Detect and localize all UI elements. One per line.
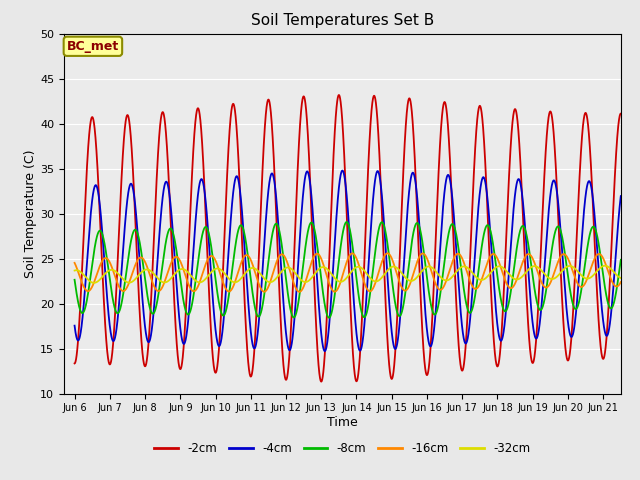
-8cm	[600, 280, 608, 286]
-8cm	[343, 219, 351, 225]
-8cm	[71, 277, 79, 283]
-16cm	[383, 251, 391, 256]
-4cm	[71, 323, 79, 328]
-4cm	[600, 326, 608, 332]
Line: -32cm: -32cm	[75, 266, 621, 283]
-2cm	[468, 220, 476, 226]
Y-axis label: Soil Temperature (C): Soil Temperature (C)	[24, 149, 37, 278]
-16cm	[305, 269, 312, 275]
-32cm	[600, 263, 608, 269]
-2cm	[317, 379, 325, 384]
-8cm	[617, 257, 625, 263]
-4cm	[321, 348, 329, 354]
Title: Soil Temperatures Set B: Soil Temperatures Set B	[251, 13, 434, 28]
-2cm	[330, 139, 338, 144]
-32cm	[300, 279, 308, 285]
-4cm	[339, 168, 346, 173]
-2cm	[617, 111, 625, 117]
-4cm	[468, 298, 476, 304]
-16cm	[300, 282, 308, 288]
-2cm	[573, 226, 581, 232]
-8cm	[300, 255, 308, 261]
-4cm	[330, 248, 338, 253]
Line: -16cm: -16cm	[75, 253, 621, 292]
-16cm	[617, 279, 625, 285]
Legend: -2cm, -4cm, -8cm, -16cm, -32cm: -2cm, -4cm, -8cm, -16cm, -32cm	[150, 437, 535, 460]
-16cm	[330, 289, 338, 295]
-2cm	[71, 360, 79, 366]
-4cm	[305, 171, 312, 177]
Line: -4cm: -4cm	[75, 170, 621, 351]
-32cm	[330, 275, 338, 280]
-32cm	[90, 280, 98, 286]
Text: BC_met: BC_met	[67, 40, 119, 53]
-16cm	[573, 280, 581, 286]
-16cm	[296, 289, 303, 295]
-8cm	[573, 305, 581, 311]
-32cm	[468, 269, 476, 275]
-2cm	[300, 94, 308, 99]
-4cm	[617, 193, 625, 199]
Line: -2cm: -2cm	[75, 95, 621, 382]
-32cm	[617, 275, 625, 281]
-4cm	[300, 182, 308, 188]
-16cm	[468, 282, 476, 288]
-32cm	[305, 278, 312, 284]
-16cm	[71, 260, 79, 266]
-32cm	[71, 268, 79, 274]
Line: -8cm: -8cm	[75, 222, 621, 318]
-2cm	[335, 92, 342, 98]
-32cm	[601, 263, 609, 269]
-4cm	[573, 298, 581, 303]
-2cm	[305, 142, 312, 148]
-8cm	[330, 296, 338, 301]
-8cm	[305, 226, 312, 232]
X-axis label: Time: Time	[327, 416, 358, 429]
-16cm	[600, 258, 608, 264]
-8cm	[468, 308, 476, 314]
-8cm	[325, 315, 333, 321]
-2cm	[600, 354, 608, 360]
-32cm	[573, 268, 580, 274]
